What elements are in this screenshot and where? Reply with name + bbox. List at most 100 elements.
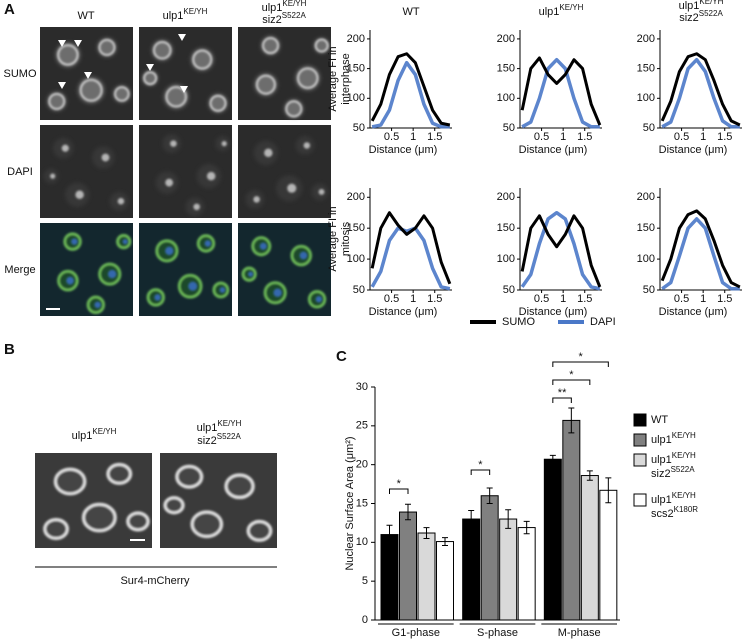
y-tick-label: 100 [637, 92, 655, 104]
x-tick-label: 1 [560, 131, 566, 143]
x-tick-label: 1.5 [577, 293, 592, 305]
cell-rim [57, 44, 79, 66]
legend-label: SUMO [502, 316, 535, 328]
label-base: ulp1 [679, 0, 700, 12]
panel-label: A [4, 1, 15, 18]
cell [295, 136, 315, 155]
label-base: ulp1 [163, 10, 184, 22]
label-line: ulp1KE/YH [262, 0, 307, 14]
label-sup: S522A [217, 432, 242, 441]
nucleus [219, 287, 226, 293]
profile-line [660, 52, 741, 127]
bar [543, 458, 562, 621]
y-axis-label: mitosis [340, 221, 352, 256]
y-tick-label: 200 [637, 191, 655, 203]
membrane-ring [224, 473, 255, 500]
y-tick-label: 5 [362, 575, 368, 587]
label-line: ulp1KE/YH [72, 427, 117, 442]
y-tick-label: 150 [637, 222, 655, 234]
x-tick-label: 1 [700, 293, 706, 305]
x-tick-label: 1.5 [427, 131, 442, 143]
y-tick-label: 150 [637, 63, 655, 75]
x-tick-label: 0.5 [674, 131, 689, 143]
panel-label: C [336, 348, 347, 365]
x-tick-label: 0.5 [674, 293, 689, 305]
bar [580, 475, 599, 621]
y-tick-label: 200 [497, 191, 515, 203]
cell-rim [48, 92, 66, 110]
caption: Sur4-mCherry [120, 575, 190, 587]
label-sup: S522A [671, 465, 696, 474]
x-tick-label: 1.5 [717, 293, 732, 305]
error-bar [549, 454, 556, 464]
y-tick-label: 200 [347, 191, 365, 203]
label-line: ulp1KE/YH [651, 451, 696, 466]
bar [599, 489, 618, 621]
membrane-ring [175, 464, 204, 489]
nucleus [273, 288, 282, 297]
label-base: siz2 [262, 14, 282, 26]
y-tick-label: 10 [356, 536, 368, 548]
error-bar [442, 537, 448, 546]
y-tick-label: 100 [347, 92, 365, 104]
label-sup: KE/YH [672, 451, 696, 460]
membrane-ring [53, 467, 87, 496]
x-tick-label: 0.5 [534, 131, 549, 143]
profile-line [661, 57, 740, 129]
label-line: WT [77, 10, 94, 22]
cell-rim [285, 100, 303, 118]
profile-line [661, 217, 740, 291]
x-axis-label: Distance (μm) [519, 144, 588, 156]
membrane-ring [126, 511, 150, 532]
arrowhead [58, 82, 66, 89]
label-line: siz2S522A [651, 465, 695, 480]
error-bar [568, 407, 575, 434]
cell [78, 77, 105, 104]
arrowhead [74, 40, 82, 47]
significance-label: * [578, 351, 583, 363]
y-tick-label: 0 [362, 614, 368, 626]
label-base: ulp1 [651, 454, 672, 466]
cell [253, 140, 278, 165]
row-label: Merge [4, 264, 35, 276]
x-tick-label: 1.5 [427, 293, 442, 305]
x-tick-label: 1 [560, 293, 566, 305]
error-bar [605, 477, 612, 504]
error-bar [423, 527, 430, 539]
error-bar [523, 520, 530, 535]
y-tick-label: 150 [347, 63, 365, 75]
cell [191, 48, 214, 71]
cell [155, 171, 179, 194]
label-sup: KE/YH [217, 419, 241, 428]
cell [245, 190, 265, 209]
cell [109, 191, 129, 211]
nucleus [248, 271, 254, 277]
y-tick-label: 25 [356, 420, 368, 432]
label-sup: KE/YH [183, 7, 207, 16]
membrane-ring [81, 502, 117, 533]
x-axis-label: Distance (μm) [519, 306, 588, 318]
legend-label: DAPI [590, 316, 616, 328]
arrowhead [180, 86, 188, 93]
y-tick-label: 20 [356, 459, 368, 471]
label-base: ulp1 [197, 422, 218, 434]
legend-swatch [633, 433, 647, 447]
y-tick-label: 150 [497, 63, 515, 75]
label-base: ulp1 [72, 430, 93, 442]
label-sup: KE/YH [672, 431, 696, 440]
y-tick-label: 100 [497, 92, 515, 104]
cell-rim [192, 49, 213, 70]
y-tick-label: 100 [347, 253, 365, 265]
cell-rim [297, 67, 319, 89]
cell [92, 146, 115, 169]
x-tick-label: G1-phase [392, 627, 440, 639]
legend-swatch [633, 413, 647, 427]
label-base: scs2 [651, 508, 674, 520]
arrowhead [146, 64, 154, 71]
label-base: ulp1 [262, 2, 283, 14]
profile-line [370, 52, 451, 127]
membrane-ring [163, 496, 185, 515]
label-base: WT [77, 10, 94, 22]
error-bar [405, 503, 411, 521]
cell [215, 136, 231, 152]
